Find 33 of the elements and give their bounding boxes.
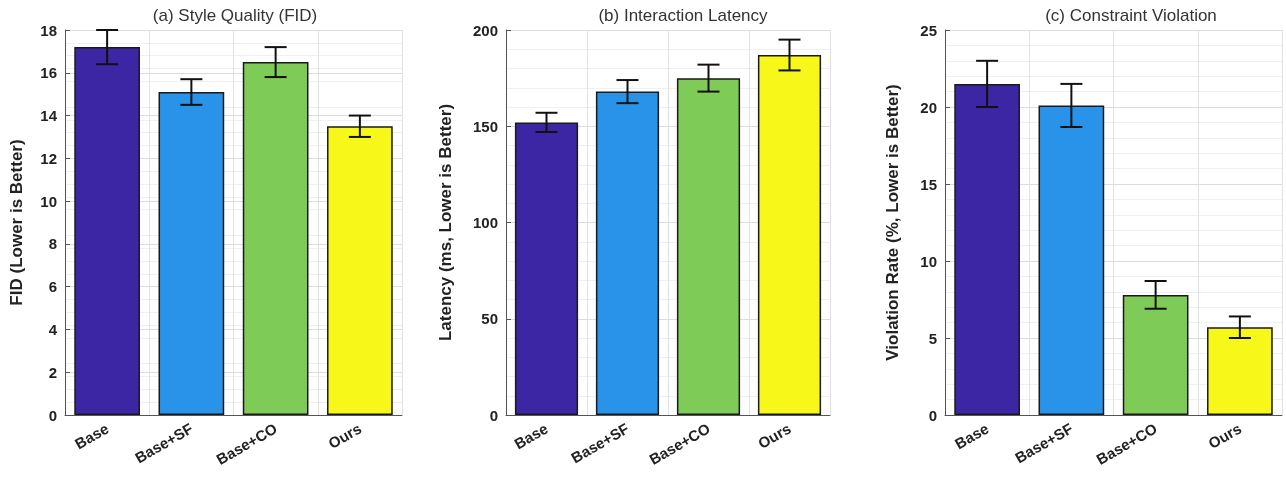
- y-axis-title: FID (Lower is Better): [7, 139, 26, 306]
- x-tick-label: Ours: [325, 419, 365, 452]
- chart-title: (b) Interaction Latency: [598, 6, 769, 25]
- y-axis-title: Latency (ms, Lower is Better): [436, 103, 455, 342]
- y-tick-label: 18: [40, 21, 57, 39]
- y-tick-label: 16: [40, 64, 57, 82]
- y-tick-label: 12: [40, 149, 57, 167]
- y-tick-label: 150: [472, 117, 498, 135]
- y-tick-label: 20: [920, 98, 937, 116]
- y-tick-label: 0: [489, 406, 498, 424]
- y-tick-label: 6: [48, 278, 57, 296]
- y-tick-label: 10: [40, 192, 57, 210]
- y-tick-label: 2: [48, 363, 57, 381]
- y-tick-label: 0: [48, 406, 57, 424]
- y-tick-label: 8: [48, 235, 57, 253]
- y-axis-title: Violation Rate (%, Lower is Better): [883, 84, 902, 361]
- y-tick-label: 200: [472, 21, 498, 39]
- x-tick-label: Ours: [754, 419, 794, 452]
- x-tick-label: Base: [511, 419, 551, 453]
- y-tick-label: 10: [920, 252, 937, 270]
- y-tick-label: 4: [48, 320, 58, 338]
- y-tick-label: 100: [472, 214, 498, 231]
- x-tick-label: Base: [951, 419, 992, 453]
- x-tick-label: Base: [71, 419, 112, 453]
- y-tick-label: 50: [481, 310, 498, 328]
- x-tick-label: Ours: [1205, 419, 1245, 452]
- y-tick-label: 14: [40, 107, 58, 125]
- y-tick-label: 15: [920, 175, 937, 193]
- y-tick-label: 0: [928, 406, 937, 424]
- y-tick-label: 25: [920, 21, 937, 39]
- y-tick-label: 5: [928, 329, 937, 347]
- chart-title: (c) Constraint Violation: [1045, 6, 1217, 25]
- chart-title: (a) Style Quality (FID): [152, 6, 318, 25]
